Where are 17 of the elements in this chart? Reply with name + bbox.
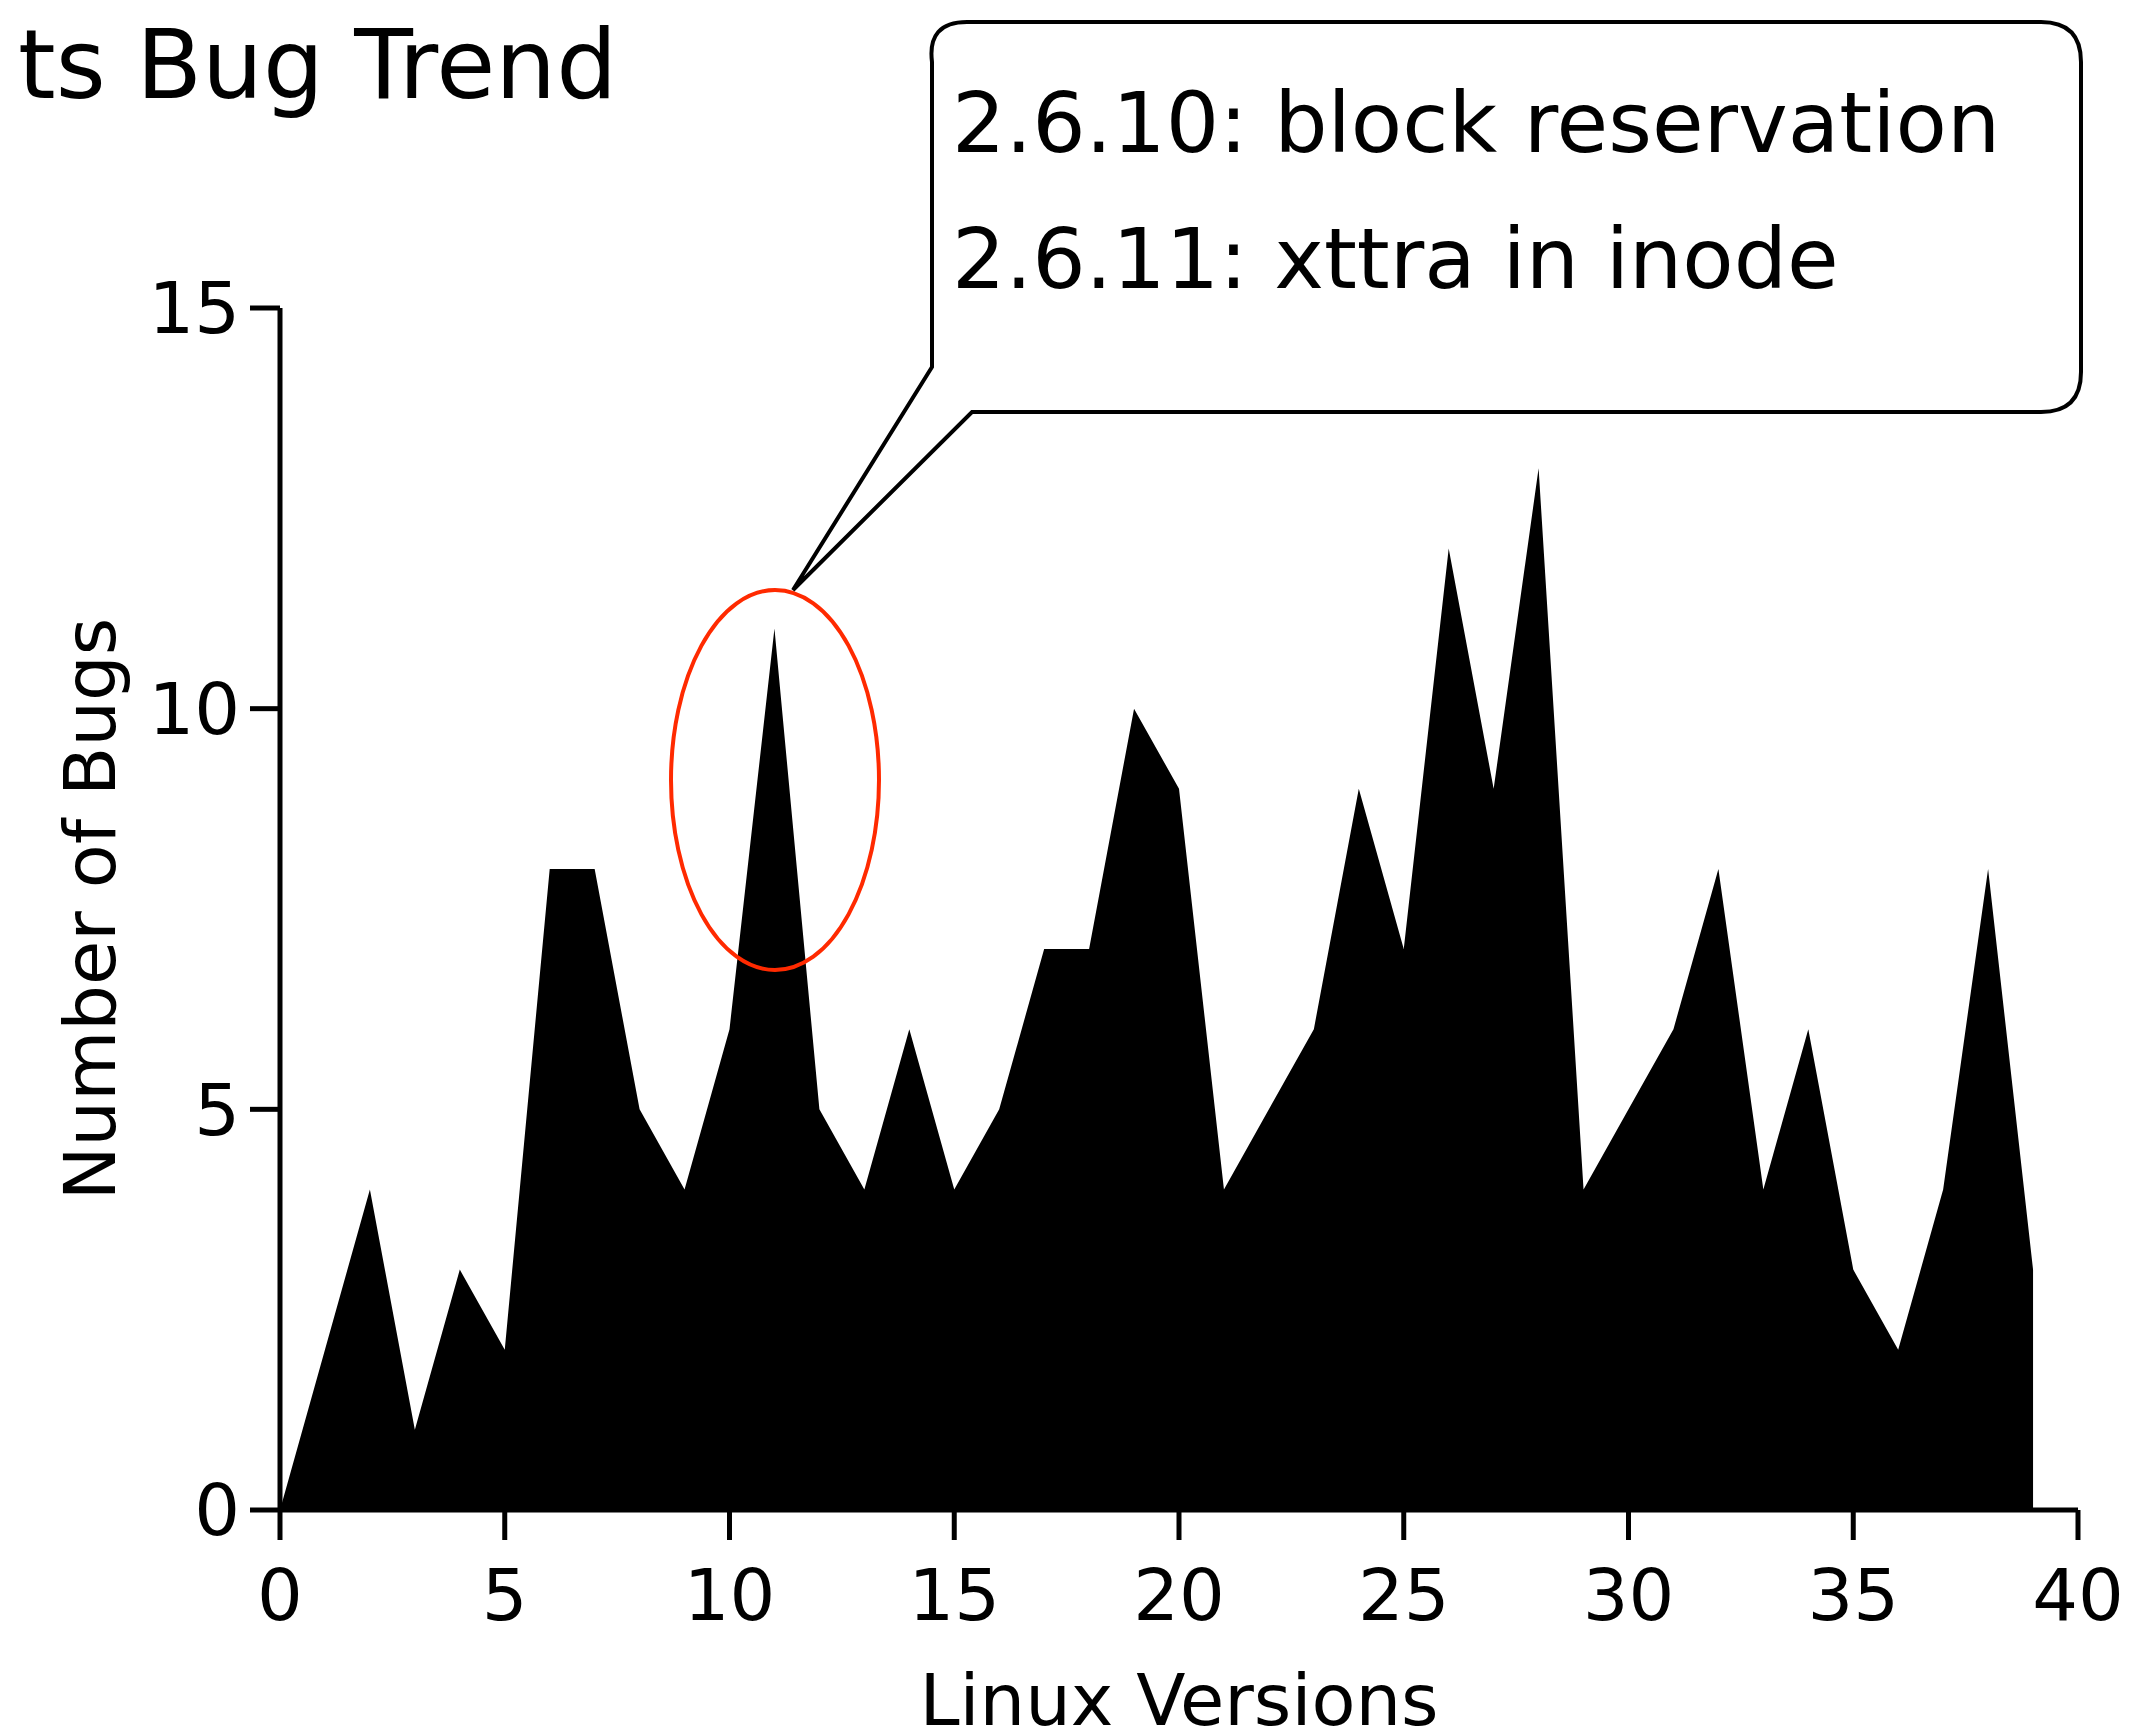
y-tick-label: 5	[194, 1067, 240, 1152]
y-tick-label: 0	[194, 1468, 240, 1553]
x-tick-label: 5	[481, 1553, 528, 1637]
x-axis-title: Linux Versions	[919, 1658, 1439, 1735]
y-axis-title: Number of Bugs	[48, 617, 132, 1201]
x-tick-label: 35	[1807, 1553, 1900, 1637]
y-tick-label: 15	[148, 266, 240, 351]
x-tick-label: 30	[1582, 1553, 1675, 1637]
x-tick-label: 10	[683, 1553, 776, 1637]
x-tick-label: 20	[1133, 1553, 1225, 1637]
x-tick-label: 40	[2032, 1553, 2124, 1637]
text: 2.6.10: block reservation 2.6.11: xttra in inode	[952, 74, 2001, 308]
y-tick-label: 10	[148, 666, 240, 751]
x-tick-label: 0	[257, 1553, 303, 1637]
x-tick-label: 25	[1357, 1553, 1450, 1637]
chart-title: ts Bug Trend	[18, 9, 618, 121]
x-tick-label: 15	[908, 1553, 1001, 1637]
